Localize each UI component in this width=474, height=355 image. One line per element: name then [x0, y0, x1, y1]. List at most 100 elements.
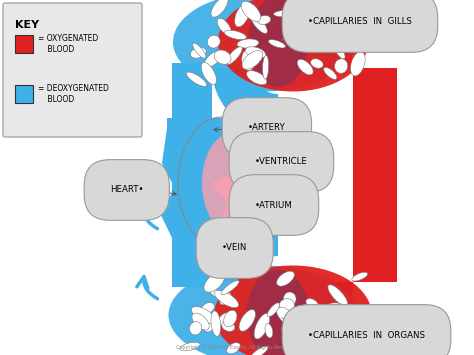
Ellipse shape [214, 266, 372, 355]
Text: •VENTRICLE: •VENTRICLE [255, 158, 308, 166]
Ellipse shape [288, 317, 310, 329]
Ellipse shape [222, 322, 235, 331]
Ellipse shape [180, 342, 200, 351]
Text: KEY: KEY [15, 20, 39, 30]
Ellipse shape [204, 50, 222, 67]
Polygon shape [212, 68, 278, 134]
Ellipse shape [303, 0, 314, 12]
Ellipse shape [254, 313, 270, 339]
Polygon shape [353, 68, 397, 282]
Ellipse shape [220, 293, 231, 305]
Ellipse shape [298, 306, 319, 322]
Ellipse shape [283, 292, 296, 306]
Text: •CAPILLARIES  IN  GILLS: •CAPILLARIES IN GILLS [308, 17, 412, 27]
FancyBboxPatch shape [15, 85, 33, 103]
Ellipse shape [246, 71, 267, 85]
Ellipse shape [186, 72, 207, 86]
Ellipse shape [191, 307, 216, 323]
Ellipse shape [180, 118, 264, 248]
Ellipse shape [332, 307, 344, 325]
Ellipse shape [168, 266, 357, 355]
Ellipse shape [325, 20, 336, 33]
Ellipse shape [324, 67, 337, 80]
Ellipse shape [235, 4, 250, 27]
Ellipse shape [316, 334, 337, 342]
Ellipse shape [224, 30, 246, 39]
Ellipse shape [317, 13, 336, 24]
Ellipse shape [340, 16, 355, 26]
Text: •VEIN: •VEIN [222, 244, 247, 252]
Ellipse shape [349, 331, 360, 355]
Ellipse shape [211, 311, 221, 336]
Ellipse shape [291, 321, 310, 338]
Ellipse shape [282, 322, 294, 338]
Ellipse shape [201, 316, 214, 332]
Ellipse shape [242, 50, 263, 69]
Polygon shape [278, 282, 353, 355]
Ellipse shape [192, 313, 210, 330]
FancyBboxPatch shape [15, 35, 33, 53]
Ellipse shape [207, 285, 222, 299]
Ellipse shape [345, 3, 355, 16]
Ellipse shape [193, 43, 206, 58]
Ellipse shape [239, 310, 255, 331]
Ellipse shape [217, 18, 231, 35]
Ellipse shape [277, 271, 294, 286]
Polygon shape [212, 216, 278, 282]
Ellipse shape [317, 329, 335, 340]
Text: HEART•: HEART• [110, 186, 144, 195]
Ellipse shape [219, 312, 234, 326]
Ellipse shape [207, 35, 220, 48]
Ellipse shape [335, 59, 348, 73]
Polygon shape [160, 183, 227, 238]
Ellipse shape [237, 39, 259, 48]
Ellipse shape [297, 338, 323, 346]
Text: = OXYGENATED
    BLOOD: = OXYGENATED BLOOD [38, 34, 98, 54]
Polygon shape [278, 0, 353, 68]
Polygon shape [172, 63, 212, 118]
Ellipse shape [267, 303, 280, 317]
Ellipse shape [292, 5, 301, 21]
Ellipse shape [306, 299, 319, 308]
Ellipse shape [312, 316, 334, 332]
Ellipse shape [190, 322, 202, 335]
Ellipse shape [251, 14, 267, 33]
Ellipse shape [218, 0, 368, 92]
Ellipse shape [242, 50, 255, 71]
Ellipse shape [251, 346, 268, 355]
Ellipse shape [268, 40, 285, 48]
Ellipse shape [328, 342, 342, 355]
Ellipse shape [310, 59, 323, 68]
Ellipse shape [265, 324, 273, 338]
Ellipse shape [318, 12, 330, 24]
Ellipse shape [226, 47, 242, 65]
Ellipse shape [202, 133, 262, 233]
Ellipse shape [221, 280, 239, 295]
Ellipse shape [350, 15, 364, 30]
Ellipse shape [331, 320, 349, 336]
Ellipse shape [263, 55, 269, 79]
Text: •ATRIUM: •ATRIUM [255, 201, 293, 209]
Ellipse shape [224, 310, 237, 327]
Ellipse shape [290, 9, 303, 23]
Ellipse shape [246, 47, 265, 58]
Ellipse shape [246, 270, 310, 355]
Ellipse shape [191, 48, 206, 58]
Ellipse shape [334, 45, 345, 59]
Ellipse shape [328, 285, 348, 306]
Ellipse shape [173, 0, 353, 92]
Ellipse shape [201, 62, 217, 84]
Ellipse shape [309, 328, 316, 354]
Ellipse shape [201, 302, 214, 314]
Ellipse shape [331, 21, 338, 35]
Ellipse shape [352, 272, 368, 281]
Ellipse shape [350, 51, 365, 76]
Polygon shape [162, 118, 242, 183]
Ellipse shape [257, 16, 271, 24]
Ellipse shape [297, 59, 313, 75]
Ellipse shape [211, 0, 228, 17]
Ellipse shape [277, 307, 296, 326]
Ellipse shape [273, 10, 297, 17]
Ellipse shape [214, 50, 231, 64]
Polygon shape [172, 238, 212, 287]
